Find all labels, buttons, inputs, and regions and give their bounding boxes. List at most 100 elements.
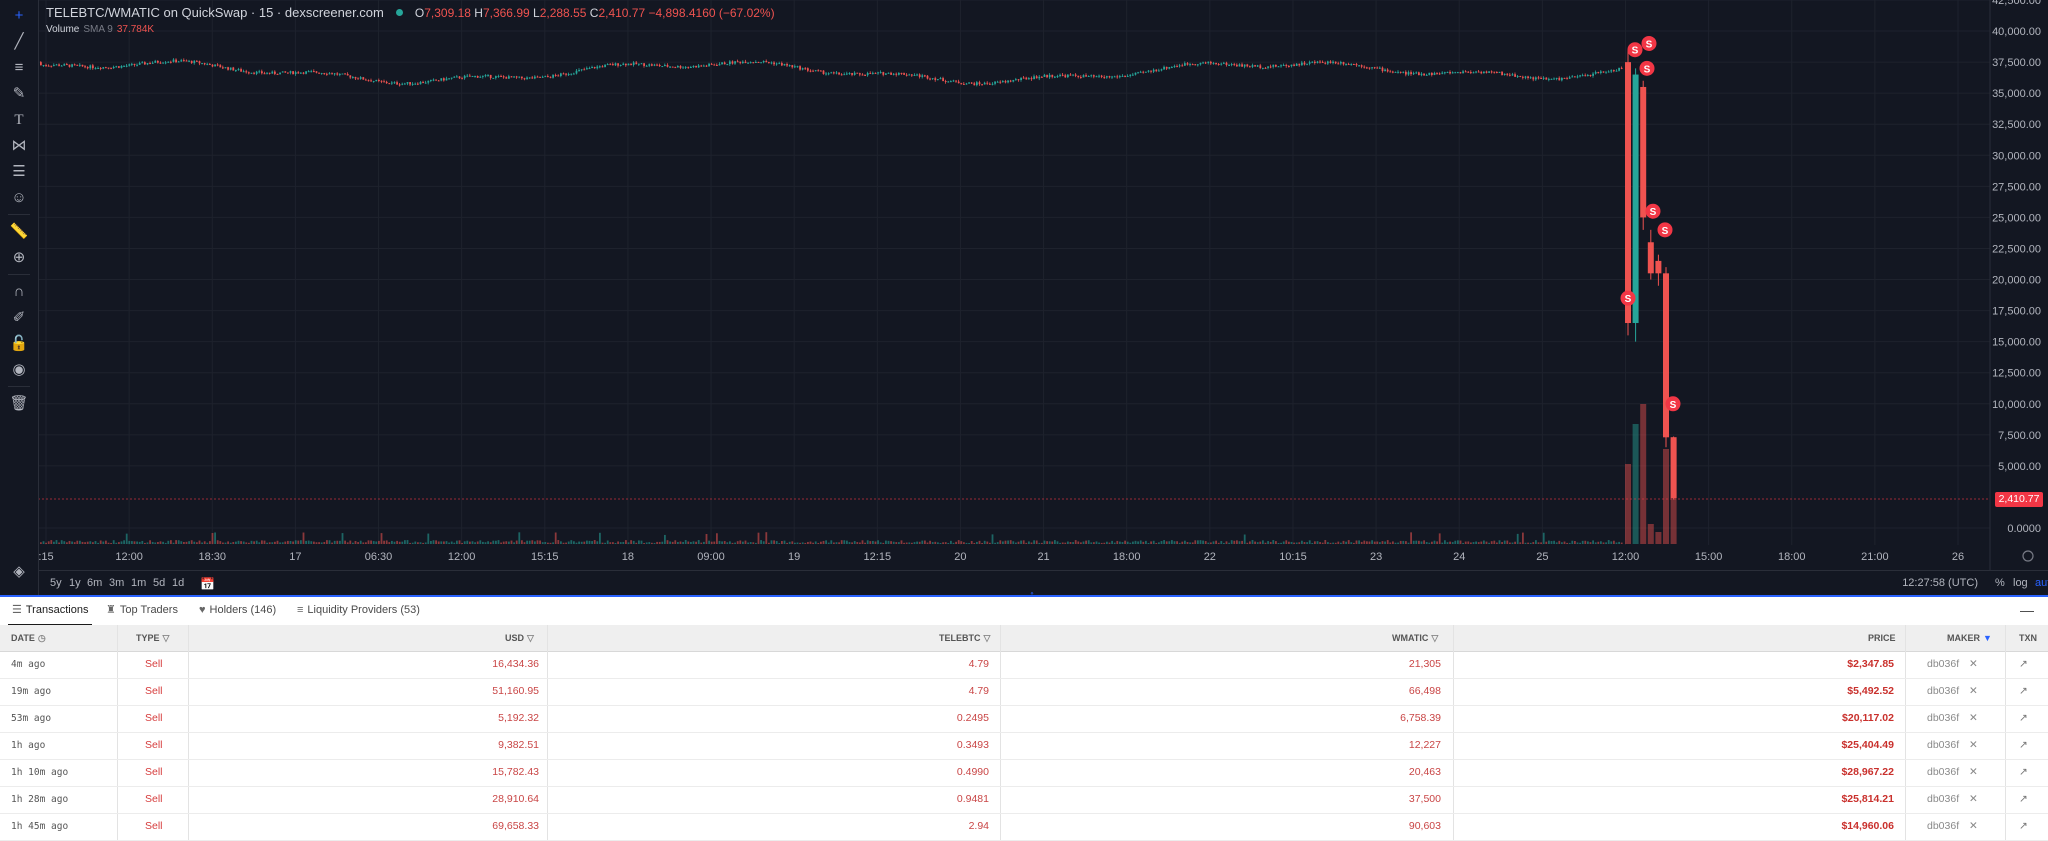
utc-clock[interactable]: 12:27:58 (UTC) (1902, 577, 1978, 589)
range-6m[interactable]: 6m (87, 577, 103, 589)
stay-in-drawing-icon[interactable]: ✐ (12, 309, 26, 326)
volume-bar (1655, 532, 1662, 544)
auto-scale-toggle[interactable]: auto (2035, 577, 2048, 589)
panel-splitter[interactable] (0, 595, 2048, 597)
text-icon[interactable]: T (14, 112, 24, 128)
prediction-icon[interactable]: ☰ (12, 163, 26, 180)
header-maker[interactable]: MAKER ▼ (1947, 633, 1992, 643)
trend-line-icon[interactable]: ╱ (14, 33, 24, 50)
volume-bar (437, 541, 440, 544)
go-to-date-icon[interactable]: 📅 (200, 577, 215, 591)
layers-icon[interactable]: ◈ (13, 563, 25, 580)
external-link-icon[interactable]: ↗ (2019, 712, 2028, 724)
table-row[interactable]: 1h 45m ago Sell 69,658.33 2.94 90,603 $14,960… (0, 813, 2048, 841)
header-type[interactable]: TYPE ▽ (136, 633, 170, 643)
volume-bar (1030, 542, 1033, 544)
ruler-icon[interactable]: 📏 (9, 223, 29, 240)
maker-cell[interactable]: db036f (1927, 739, 1960, 751)
header-usd[interactable]: USD ▽ (505, 633, 534, 643)
pattern-icon[interactable]: ⋈ (11, 137, 27, 154)
symbol-title[interactable]: TELEBTC/WMATIC on QuickSwap · 15 · dexsc… (46, 5, 384, 20)
exclude-maker-icon[interactable]: ✕ (1969, 658, 1978, 670)
external-link-icon[interactable]: ↗ (2019, 793, 2028, 805)
sell-marker[interactable]: S (1645, 203, 1661, 219)
maker-cell[interactable]: db036f (1927, 712, 1960, 724)
tab-transactions[interactable]: ☰ Transactions (8, 597, 93, 626)
clock-icon[interactable]: ◷ (37, 633, 46, 643)
external-link-icon[interactable]: ↗ (2019, 685, 2028, 697)
filter-icon[interactable]: ▽ (527, 633, 534, 643)
header-telebtc[interactable]: TELEBTC ▽ (939, 633, 991, 643)
filter-active-icon[interactable]: ▼ (1983, 633, 1992, 643)
exclude-maker-icon[interactable]: ✕ (1969, 712, 1978, 724)
maker-cell[interactable]: db036f (1927, 658, 1960, 670)
candle (289, 71, 292, 73)
lock-icon[interactable]: 🔓 (9, 335, 29, 352)
emoji-icon[interactable]: ☺ (11, 189, 27, 206)
volume-legend[interactable]: Volume SMA 9 37.784K (46, 24, 154, 35)
header-txn[interactable]: TXN (2019, 633, 2037, 643)
sell-marker[interactable]: S (1620, 290, 1636, 306)
zoom-in-icon[interactable]: ⊕ (12, 249, 26, 266)
filter-icon[interactable]: ▽ (162, 633, 170, 643)
maker-cell[interactable]: db036f (1927, 685, 1960, 697)
sell-marker[interactable]: S (1627, 42, 1643, 58)
trash-icon[interactable]: 🗑 (9, 395, 29, 412)
range-5y[interactable]: 5y (50, 577, 62, 589)
range-3m[interactable]: 3m (109, 577, 125, 589)
brush-icon[interactable]: ✎ (12, 85, 26, 102)
table-row[interactable]: 19m ago Sell 51,160.95 4.79 66,498 $5,492.52 d… (0, 678, 2048, 706)
tab-liquidity-providers[interactable]: ≡ Liquidity Providers (53) (297, 604, 420, 616)
table-row[interactable]: 4m ago Sell 16,434.36 4.79 21,305 $2,347.85 db… (0, 651, 2048, 679)
sell-marker[interactable]: S (1639, 60, 1655, 76)
sell-marker[interactable]: S (1657, 222, 1673, 238)
table-row[interactable]: 1h ago Sell 9,382.51 0.3493 12,227 $25,404.49… (0, 732, 2048, 760)
minimize-panel-icon[interactable]: — (2020, 602, 2034, 618)
exclude-maker-icon[interactable]: ✕ (1969, 766, 1978, 778)
header-wmatic[interactable]: WMATIC ▽ (1392, 633, 1439, 643)
exclude-maker-icon[interactable]: ✕ (1969, 739, 1978, 751)
external-link-icon[interactable]: ↗ (2019, 658, 2028, 670)
sell-marker[interactable]: S (1641, 35, 1657, 51)
candle (1134, 72, 1137, 75)
resize-handle-icon[interactable]: ↕ (1029, 589, 1035, 601)
table-row[interactable]: 1h 10m ago Sell 15,782.43 0.4990 20,463 $28,9… (0, 759, 2048, 787)
header-price[interactable]: PRICE (1868, 633, 1896, 643)
filter-icon[interactable]: ▽ (983, 633, 991, 643)
exclude-maker-icon[interactable]: ✕ (1969, 793, 1978, 805)
exclude-maker-icon[interactable]: ✕ (1969, 685, 1978, 697)
crosshair-icon[interactable]: + (14, 7, 24, 24)
external-link-icon[interactable]: ↗ (2019, 739, 2028, 751)
candle (1124, 75, 1126, 77)
maker-cell[interactable]: db036f (1927, 793, 1960, 805)
filter-icon[interactable]: ▽ (1431, 633, 1439, 643)
log-toggle[interactable]: log (2013, 577, 2028, 589)
candle (963, 83, 965, 85)
volume-bar (651, 542, 653, 544)
axis-settings-icon[interactable] (2022, 550, 2034, 562)
range-1y[interactable]: 1y (69, 577, 81, 589)
maker-cell[interactable]: db036f (1927, 766, 1960, 778)
external-link-icon[interactable]: ↗ (2019, 766, 2028, 778)
range-1d[interactable]: 1d (172, 577, 185, 589)
table-row[interactable]: 1h 28m ago Sell 28,910.64 0.9481 37,500 $25,8… (0, 786, 2048, 814)
range-5d[interactable]: 5d (153, 577, 166, 589)
magnet-icon[interactable]: ∩ (13, 283, 25, 300)
eye-icon[interactable]: ◉ (12, 361, 26, 378)
candle (570, 73, 573, 75)
header-date[interactable]: DATE ◷ (11, 633, 46, 643)
range-1m[interactable]: 1m (131, 577, 147, 589)
maker-cell[interactable]: db036f (1927, 820, 1960, 832)
table-row[interactable]: 53m ago Sell 5,192.32 0.2495 6,758.39 $20,117… (0, 705, 2048, 733)
percent-toggle[interactable]: % (1995, 577, 2005, 589)
tab-holders[interactable]: ♥ Holders (146) (199, 604, 277, 616)
external-link-icon[interactable]: ↗ (2019, 820, 2028, 832)
exclude-maker-icon[interactable]: ✕ (1969, 820, 1978, 832)
volume-bar (562, 542, 565, 544)
fib-retracement-icon[interactable]: ≡ (14, 59, 24, 76)
tab-top-traders[interactable]: ♜ Top Traders (106, 604, 178, 616)
sell-marker[interactable]: S (1665, 396, 1681, 412)
volume-bar (1197, 540, 1199, 544)
